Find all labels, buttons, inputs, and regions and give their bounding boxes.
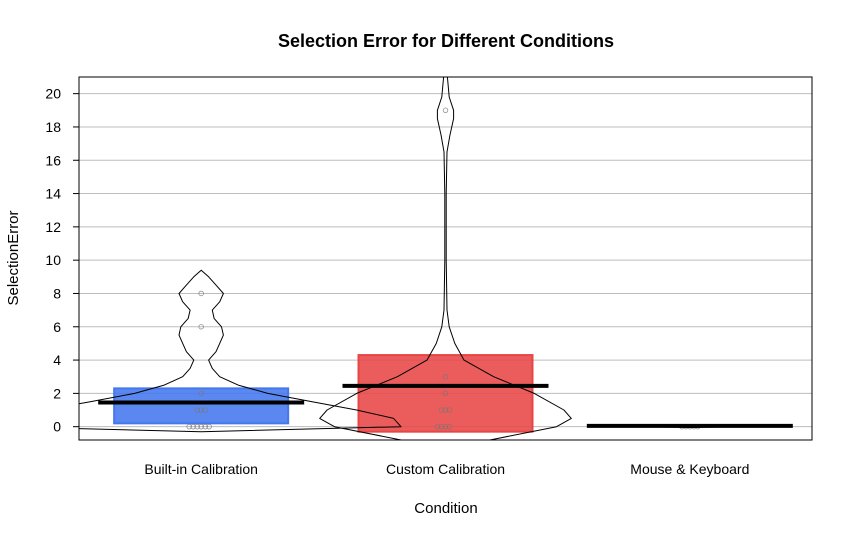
y-tick-label: 8 xyxy=(53,285,61,301)
data-point xyxy=(198,390,204,397)
data-point xyxy=(186,423,192,430)
data-point xyxy=(198,423,204,430)
data-point xyxy=(198,407,204,413)
data-point xyxy=(442,423,449,430)
box-1 xyxy=(357,354,534,433)
data-point xyxy=(442,407,449,413)
data-point xyxy=(434,423,441,430)
data-point xyxy=(206,423,212,430)
plot-frame xyxy=(78,76,813,441)
y-axis-title: SelectionError xyxy=(5,210,22,305)
chart-title: Selection Error for Different Conditions xyxy=(278,31,614,51)
data-point xyxy=(442,374,449,380)
violin-0 xyxy=(79,269,402,433)
y-tick-label: 12 xyxy=(45,219,61,235)
data-point xyxy=(194,407,200,413)
box-0 xyxy=(113,387,290,425)
x-tick-label: Built-in Calibration xyxy=(144,461,258,477)
y-tick-label: 14 xyxy=(45,186,61,202)
data-point xyxy=(446,407,453,413)
data-point xyxy=(198,290,204,297)
y-tick-label: 6 xyxy=(53,319,61,335)
x-tick-label: Custom Calibration xyxy=(386,461,505,477)
data-point xyxy=(190,423,196,430)
data-point xyxy=(446,423,453,430)
data-point xyxy=(202,423,208,430)
violin-1 xyxy=(319,77,572,440)
y-tick-label: 2 xyxy=(53,385,61,401)
y-tick-label: 18 xyxy=(45,119,61,135)
x-axis-title: Condition xyxy=(414,500,477,517)
data-point xyxy=(202,407,208,413)
y-tick-label: 16 xyxy=(45,152,61,168)
y-tick-label: 20 xyxy=(45,86,61,102)
data-point xyxy=(194,423,200,430)
y-tick-label: 4 xyxy=(53,352,61,368)
data-point xyxy=(438,423,445,430)
y-tick-label: 10 xyxy=(45,252,61,268)
data-point xyxy=(198,324,204,330)
data-point xyxy=(438,407,445,413)
data-point xyxy=(442,107,449,114)
x-tick-label: Mouse & Keyboard xyxy=(630,461,749,477)
data-point xyxy=(442,390,449,397)
y-tick-label: 0 xyxy=(53,419,61,435)
